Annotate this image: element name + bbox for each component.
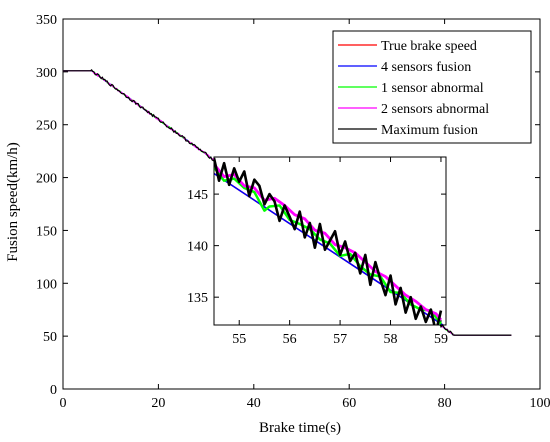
inset-plot: 55 56 57 58 59 135 140 145 — [187, 156, 448, 347]
inset-x-tick-label: 55 — [232, 332, 246, 347]
legend-label: Maximum fusion — [381, 123, 478, 138]
main-y-tick-label: 300 — [36, 66, 57, 81]
main-x-tick-label: 100 — [530, 396, 550, 411]
main-x-tick-label: 80 — [438, 396, 452, 411]
legend-label: 1 sensor abnormal — [381, 81, 484, 96]
main-x-tick-label: 40 — [247, 396, 261, 411]
inset-series-group — [214, 157, 445, 325]
legend: True brake speed 4 sensors fusion 1 sensor… — [332, 30, 532, 144]
inset-x-tick-label: 59 — [434, 332, 448, 347]
inset-frame-overlay — [213, 156, 447, 326]
main-y-tick-label: 350 — [36, 13, 57, 28]
inset-y-tick-label: 135 — [187, 291, 208, 306]
main-y-tick-label: 50 — [43, 330, 57, 345]
main-y-tick-label: 0 — [50, 383, 57, 398]
inset-y-tick-label: 140 — [187, 240, 208, 255]
inset-y-tick-label: 145 — [187, 188, 208, 203]
legend-label: 2 sensors abnormal — [381, 102, 489, 117]
y-axis-title: Fusion speed(km/h) — [5, 142, 21, 262]
main-y-tick-label: 100 — [36, 277, 57, 292]
main-x-tick-label: 20 — [151, 396, 165, 411]
x-axis-title: Brake time(s) — [259, 420, 341, 436]
inset-x-tick-label: 58 — [384, 332, 398, 347]
inset-series-line — [214, 157, 443, 325]
inset-x-tick-label: 57 — [333, 332, 347, 347]
main-x-tick-label: 60 — [342, 396, 356, 411]
main-y-tick-label: 250 — [36, 119, 57, 134]
main-x-tick-label: 0 — [60, 396, 67, 411]
main-y-tick-label: 150 — [36, 224, 57, 239]
inset-x-tick-label: 56 — [283, 332, 297, 347]
legend-label: True brake speed — [381, 39, 477, 54]
main-y-tick-label: 200 — [36, 172, 57, 187]
legend-label: 4 sensors fusion — [381, 60, 471, 75]
